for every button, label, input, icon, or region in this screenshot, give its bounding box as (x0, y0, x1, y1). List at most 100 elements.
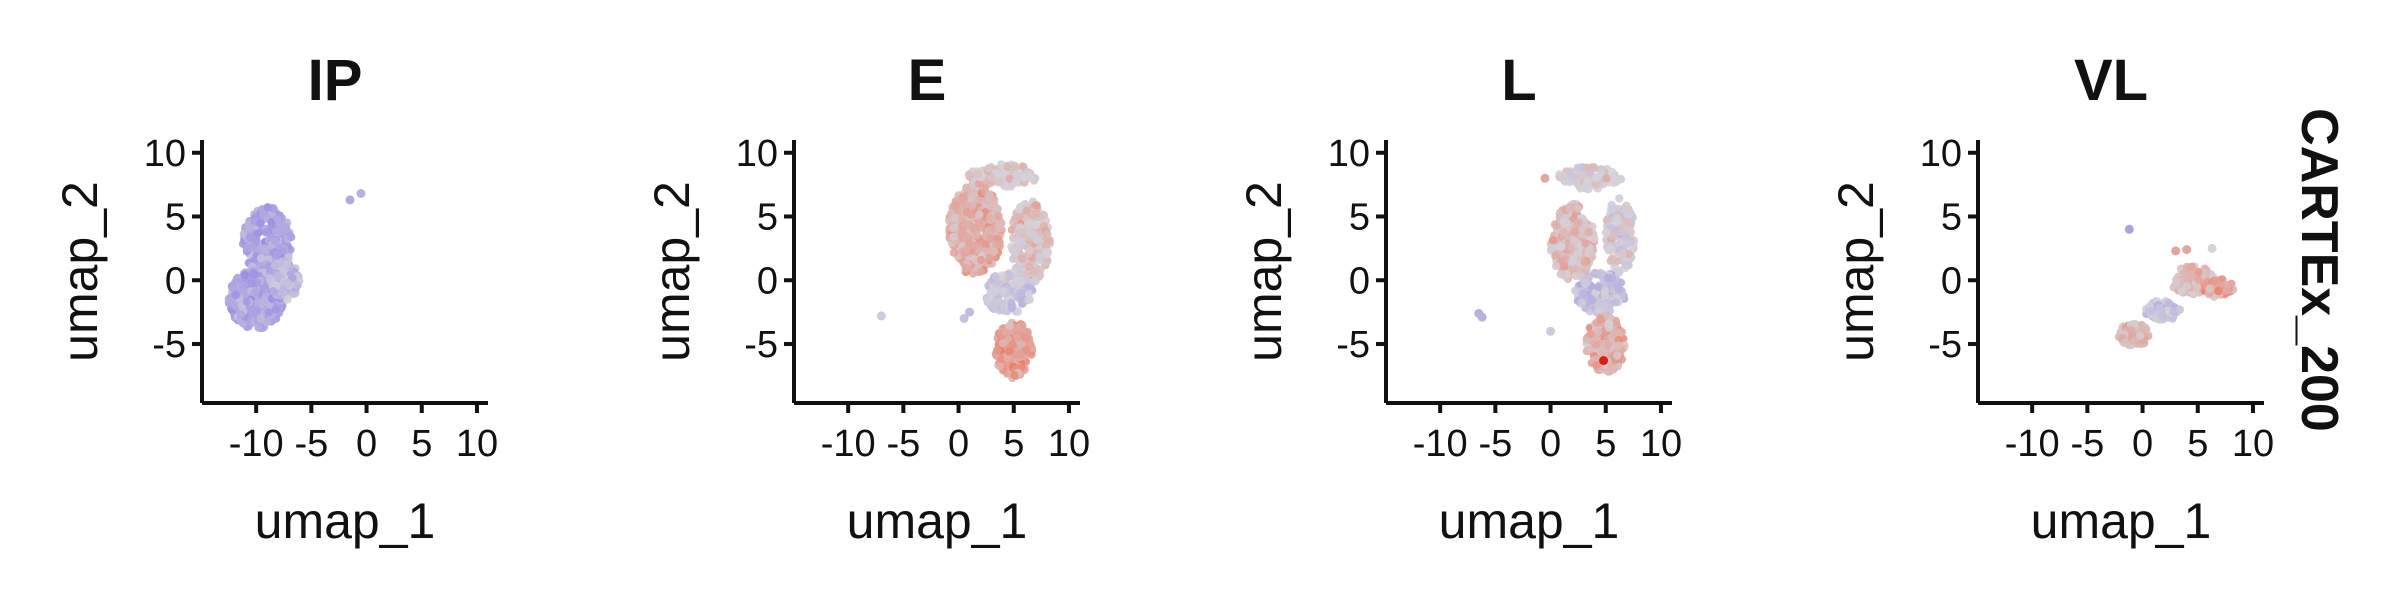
data-point (965, 307, 975, 317)
data-point (1613, 351, 1622, 360)
data-point (993, 234, 1003, 243)
x-tick-label: -5 (2070, 423, 2104, 465)
data-point (962, 245, 971, 254)
data-point (1605, 319, 1614, 328)
data-point (1606, 256, 1615, 265)
data-point (1599, 356, 1609, 366)
data-point (974, 179, 984, 188)
data-point (1042, 248, 1051, 257)
data-point (242, 297, 251, 306)
data-point (2180, 268, 2189, 278)
data-point (949, 232, 959, 241)
data-point (273, 215, 282, 224)
data-point (1012, 236, 1021, 245)
data-point (995, 362, 1005, 371)
data-point (1608, 231, 1618, 240)
data-point (993, 204, 1002, 214)
data-point (256, 314, 265, 323)
data-point (1595, 307, 1604, 316)
data-point (2182, 245, 2192, 255)
data-point (245, 232, 255, 242)
data-point (279, 266, 288, 276)
y-tick-label: 0 (165, 260, 186, 302)
data-point (1035, 252, 1044, 261)
data-point (1568, 256, 1578, 265)
data-point (1594, 282, 1603, 292)
data-point (969, 224, 979, 233)
y-tick-label: 0 (1349, 260, 1370, 302)
y-tick-label: -5 (1336, 324, 1370, 366)
data-point (1613, 341, 1623, 350)
data-point (1591, 179, 1601, 189)
y-tick-label: 10 (1920, 133, 1962, 175)
data-point (961, 263, 970, 273)
data-point (2194, 275, 2203, 284)
data-point (1566, 170, 1576, 179)
data-point (998, 339, 1008, 348)
data-point (1043, 229, 1052, 239)
data-point (959, 314, 969, 323)
data-point (995, 223, 1005, 233)
data-point (1011, 177, 1020, 187)
data-point (278, 223, 287, 232)
data-point (1559, 228, 1568, 237)
y-tick-label: 5 (757, 197, 778, 239)
y-tick-label: 5 (1349, 197, 1370, 239)
data-point (1569, 264, 1578, 273)
data-point (271, 237, 280, 246)
panel-title: IP (308, 48, 363, 113)
data-point (1009, 218, 1018, 227)
data-point (993, 278, 1002, 288)
data-point (962, 207, 972, 217)
data-point (2164, 298, 2174, 308)
data-point (271, 305, 281, 314)
data-point (254, 323, 263, 332)
data-point (1556, 269, 1566, 279)
y-tick-label: 10 (144, 133, 186, 175)
data-point (1010, 371, 1019, 380)
data-point (993, 170, 1003, 179)
x-tick-label: -10 (229, 423, 284, 465)
data-point (1008, 340, 1017, 349)
y-tick-label: 5 (165, 197, 186, 239)
data-point (1017, 230, 1027, 239)
data-point (249, 269, 258, 278)
data-point (263, 203, 272, 212)
data-point (1580, 257, 1590, 267)
data-point (1007, 303, 1016, 313)
x-tick-label: 10 (2232, 423, 2274, 465)
x-tick-label: 5 (1003, 423, 1024, 465)
data-point (1021, 334, 1030, 343)
points-group (224, 189, 366, 333)
panel-title: VL (2074, 48, 2148, 113)
data-point (236, 309, 245, 319)
data-point (949, 248, 959, 257)
data-point (985, 233, 995, 242)
data-point (1573, 204, 1583, 213)
x-tick-label: 0 (1540, 423, 1561, 465)
data-point (1593, 327, 1603, 337)
points-group (2114, 224, 2238, 350)
data-point (976, 255, 986, 265)
data-point (262, 228, 271, 237)
data-point (986, 253, 995, 262)
data-point (1611, 298, 1621, 307)
data-point (984, 164, 993, 173)
y-axis-label: umap_2 (1236, 181, 1292, 362)
data-point (287, 233, 296, 242)
data-point (2121, 338, 2130, 347)
data-point (1614, 329, 1624, 338)
data-point (283, 295, 292, 304)
data-point (1618, 248, 1627, 258)
data-point (283, 279, 293, 288)
data-point (1592, 270, 1602, 279)
data-point (1017, 254, 1027, 264)
data-point (989, 288, 998, 297)
data-point (1032, 235, 1042, 245)
data-point (970, 241, 979, 250)
data-point (973, 230, 982, 240)
data-point (2129, 336, 2138, 345)
data-point (951, 200, 960, 210)
